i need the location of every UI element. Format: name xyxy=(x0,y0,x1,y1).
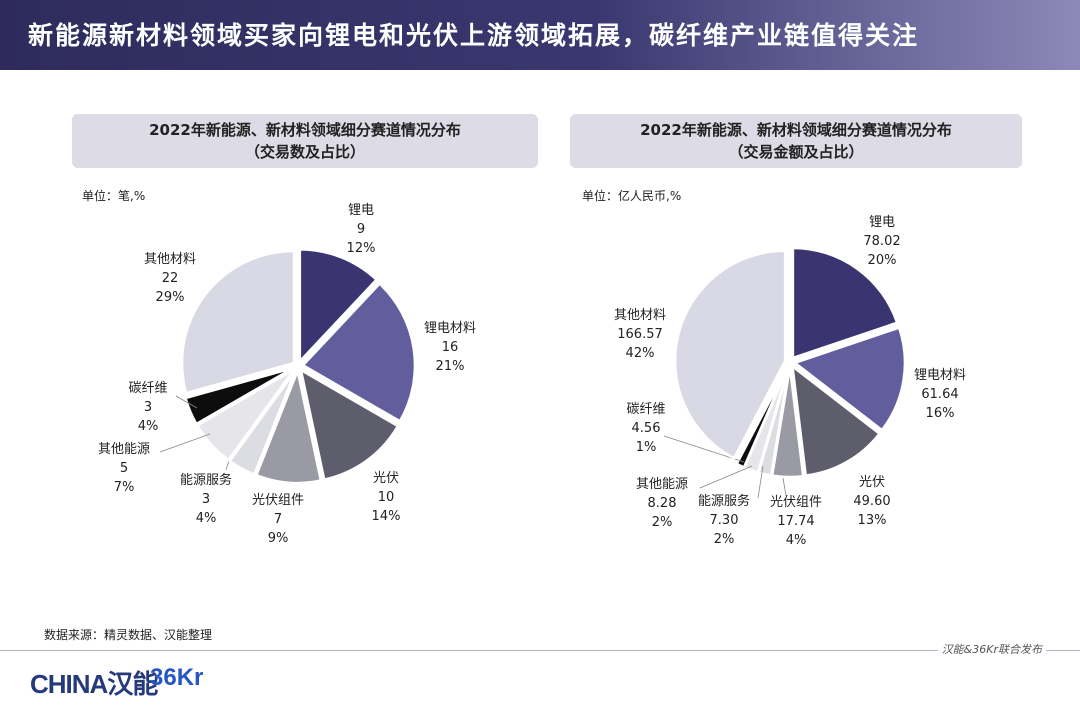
pie1-slice-li-material xyxy=(300,281,417,423)
slice-percent: 4% xyxy=(138,419,159,434)
slice-name: 光伏 xyxy=(373,471,399,486)
slice-name: 碳纤维 xyxy=(626,402,665,417)
slice-percent: 4% xyxy=(786,533,807,548)
slice-name: 锂电材料 xyxy=(914,368,966,383)
left-unit-label: 单位：笔,% xyxy=(82,189,146,203)
right-unit-label: 单位：亿人民币,% xyxy=(582,189,682,203)
pie1-label-other-material: 其他材料 22 29% xyxy=(144,252,196,305)
data-source: 数据来源：精灵数据、汉能整理 xyxy=(44,628,213,642)
slice-percent: 9% xyxy=(268,531,289,546)
slice-percent: 14% xyxy=(372,509,401,524)
36kr-logo: 36Kr xyxy=(150,664,204,691)
pie1-slice-li-battery xyxy=(298,248,379,365)
slice-percent: 42% xyxy=(626,346,655,361)
left-chart-title: 2022年新能源、新材料领域细分赛道情况分布 （交易数及占比） xyxy=(72,114,538,168)
pie1-label-other-energy: 其他能源 5 7% xyxy=(98,442,150,495)
slice-value: 16 xyxy=(442,340,459,355)
footer-publisher: 汉能&36Kr联合发布 xyxy=(937,641,1046,657)
pie2-slice-pv xyxy=(790,363,882,477)
pie2-label-other-material: 其他材料 166.57 42% xyxy=(614,308,666,361)
pie2-label-pv-module: 光伏组件 17.74 4% xyxy=(770,495,822,548)
slice-value: 7.30 xyxy=(710,513,739,528)
slice-value: 3 xyxy=(202,492,210,507)
slice-value: 4.56 xyxy=(632,421,661,436)
slice-percent: 2% xyxy=(714,532,735,547)
pie2-slice-li-battery xyxy=(791,246,899,360)
right-chart-title: 2022年新能源、新材料领域细分赛道情况分布 （交易金额及占比） xyxy=(570,114,1022,168)
slice-value: 49.60 xyxy=(853,494,890,509)
pie2-slice-carbon-fiber xyxy=(735,365,789,470)
pie1-label-li-material: 锂电材料 16 21% xyxy=(424,321,476,374)
slice-name: 锂电 xyxy=(348,203,374,218)
slice-percent: 4% xyxy=(196,511,217,526)
slice-percent: 21% xyxy=(436,359,465,374)
slice-percent: 16% xyxy=(926,406,955,421)
pie1-label-carbon-fiber: 碳纤维 3 4% xyxy=(128,381,167,434)
pie1-slice-pv xyxy=(299,367,400,482)
slice-name: 锂电 xyxy=(869,215,895,230)
pie1-slice-pv-module xyxy=(254,366,323,485)
slice-name: 能源服务 xyxy=(698,493,750,509)
left-chart-title-line2: （交易数及占比） xyxy=(244,143,365,161)
pie1-slice-energy-service xyxy=(228,369,297,477)
pie2-slice-other-material xyxy=(673,249,787,460)
pie1-label-energy-service: 能源服务 3 4% xyxy=(180,472,232,526)
slice-percent: 12% xyxy=(347,241,376,256)
slice-name: 碳纤维 xyxy=(128,381,167,396)
pie2-slice-li-material xyxy=(792,326,907,432)
pie2-leader-other-energy xyxy=(699,465,753,489)
slice-value: 78.02 xyxy=(863,234,900,249)
pie2-label-li-battery: 锂电 78.02 20% xyxy=(863,215,900,268)
page-title: 新能源新材料领域买家向锂电和光伏上游领域拓展，碳纤维产业链值得关注 xyxy=(28,21,920,50)
pie2-label-pv: 光伏 49.60 13% xyxy=(853,475,890,528)
slice-percent: 1% xyxy=(636,440,657,455)
pie1-label-pv-module: 光伏组件 7 9% xyxy=(252,493,304,546)
slice-percent: 7% xyxy=(114,480,135,495)
pie1-label-li-battery: 锂电 9 12% xyxy=(347,203,376,256)
pie1-slice-carbon-fiber xyxy=(183,366,295,426)
slice-value: 17.74 xyxy=(777,514,814,529)
right-chart-title-line2: （交易金额及占比） xyxy=(728,143,864,161)
slice-value: 5 xyxy=(120,461,128,476)
slice-name: 锂电材料 xyxy=(424,321,476,336)
pie2-leader-energy-service xyxy=(757,465,764,499)
slice-name: 其他材料 xyxy=(614,308,666,323)
left-chart-title-line1: 2022年新能源、新材料领域细分赛道情况分布 xyxy=(149,121,461,139)
pie2-leader-pv-module xyxy=(782,477,787,497)
header-banner: 新能源新材料领域买家向锂电和光伏上游领域拓展，碳纤维产业链值得关注 xyxy=(0,0,1080,70)
pie2-label-li-material: 锂电材料 61.64 16% xyxy=(914,368,966,421)
hanneng-logo: CHINA汉能 xyxy=(30,669,158,699)
slice-percent: 20% xyxy=(868,253,897,268)
slice-name: 其他能源 xyxy=(98,442,150,457)
pie2-label-energy-service: 能源服务 7.30 2% xyxy=(698,493,750,547)
pie1-leader-other-energy xyxy=(159,433,211,453)
slice-value: 166.57 xyxy=(617,327,663,342)
slice-value: 9 xyxy=(357,222,365,237)
slice-percent: 13% xyxy=(858,513,887,528)
slice-name: 其他能源 xyxy=(636,477,688,492)
pie1-leader-carbon-fiber xyxy=(175,395,198,409)
slice-name: 光伏 xyxy=(859,475,885,490)
pie1-slice-other-energy xyxy=(195,368,296,462)
slice-name: 其他材料 xyxy=(144,252,196,267)
slice-value: 3 xyxy=(144,400,152,415)
slice-name: 光伏组件 xyxy=(770,495,822,510)
pie1-label-pv: 光伏 10 14% xyxy=(372,471,401,524)
slice-value: 10 xyxy=(378,490,395,505)
slice-name: 能源服务 xyxy=(180,472,232,488)
right-chart-title-line1: 2022年新能源、新材料领域细分赛道情况分布 xyxy=(640,121,952,139)
pie2-label-carbon-fiber: 碳纤维 4.56 1% xyxy=(626,402,665,455)
slice-name: 光伏组件 xyxy=(252,493,304,508)
pie2-label-other-energy: 其他能源 8.28 2% xyxy=(636,477,688,530)
slice-percent: 2% xyxy=(652,515,673,530)
footer-divider xyxy=(0,650,1080,651)
slice-value: 7 xyxy=(274,512,282,527)
pie1-slice-other-material xyxy=(180,249,296,395)
slice-percent: 29% xyxy=(156,290,185,305)
slice-value: 22 xyxy=(162,271,179,286)
slice-value: 8.28 xyxy=(648,496,677,511)
slice-value: 61.64 xyxy=(921,387,958,402)
